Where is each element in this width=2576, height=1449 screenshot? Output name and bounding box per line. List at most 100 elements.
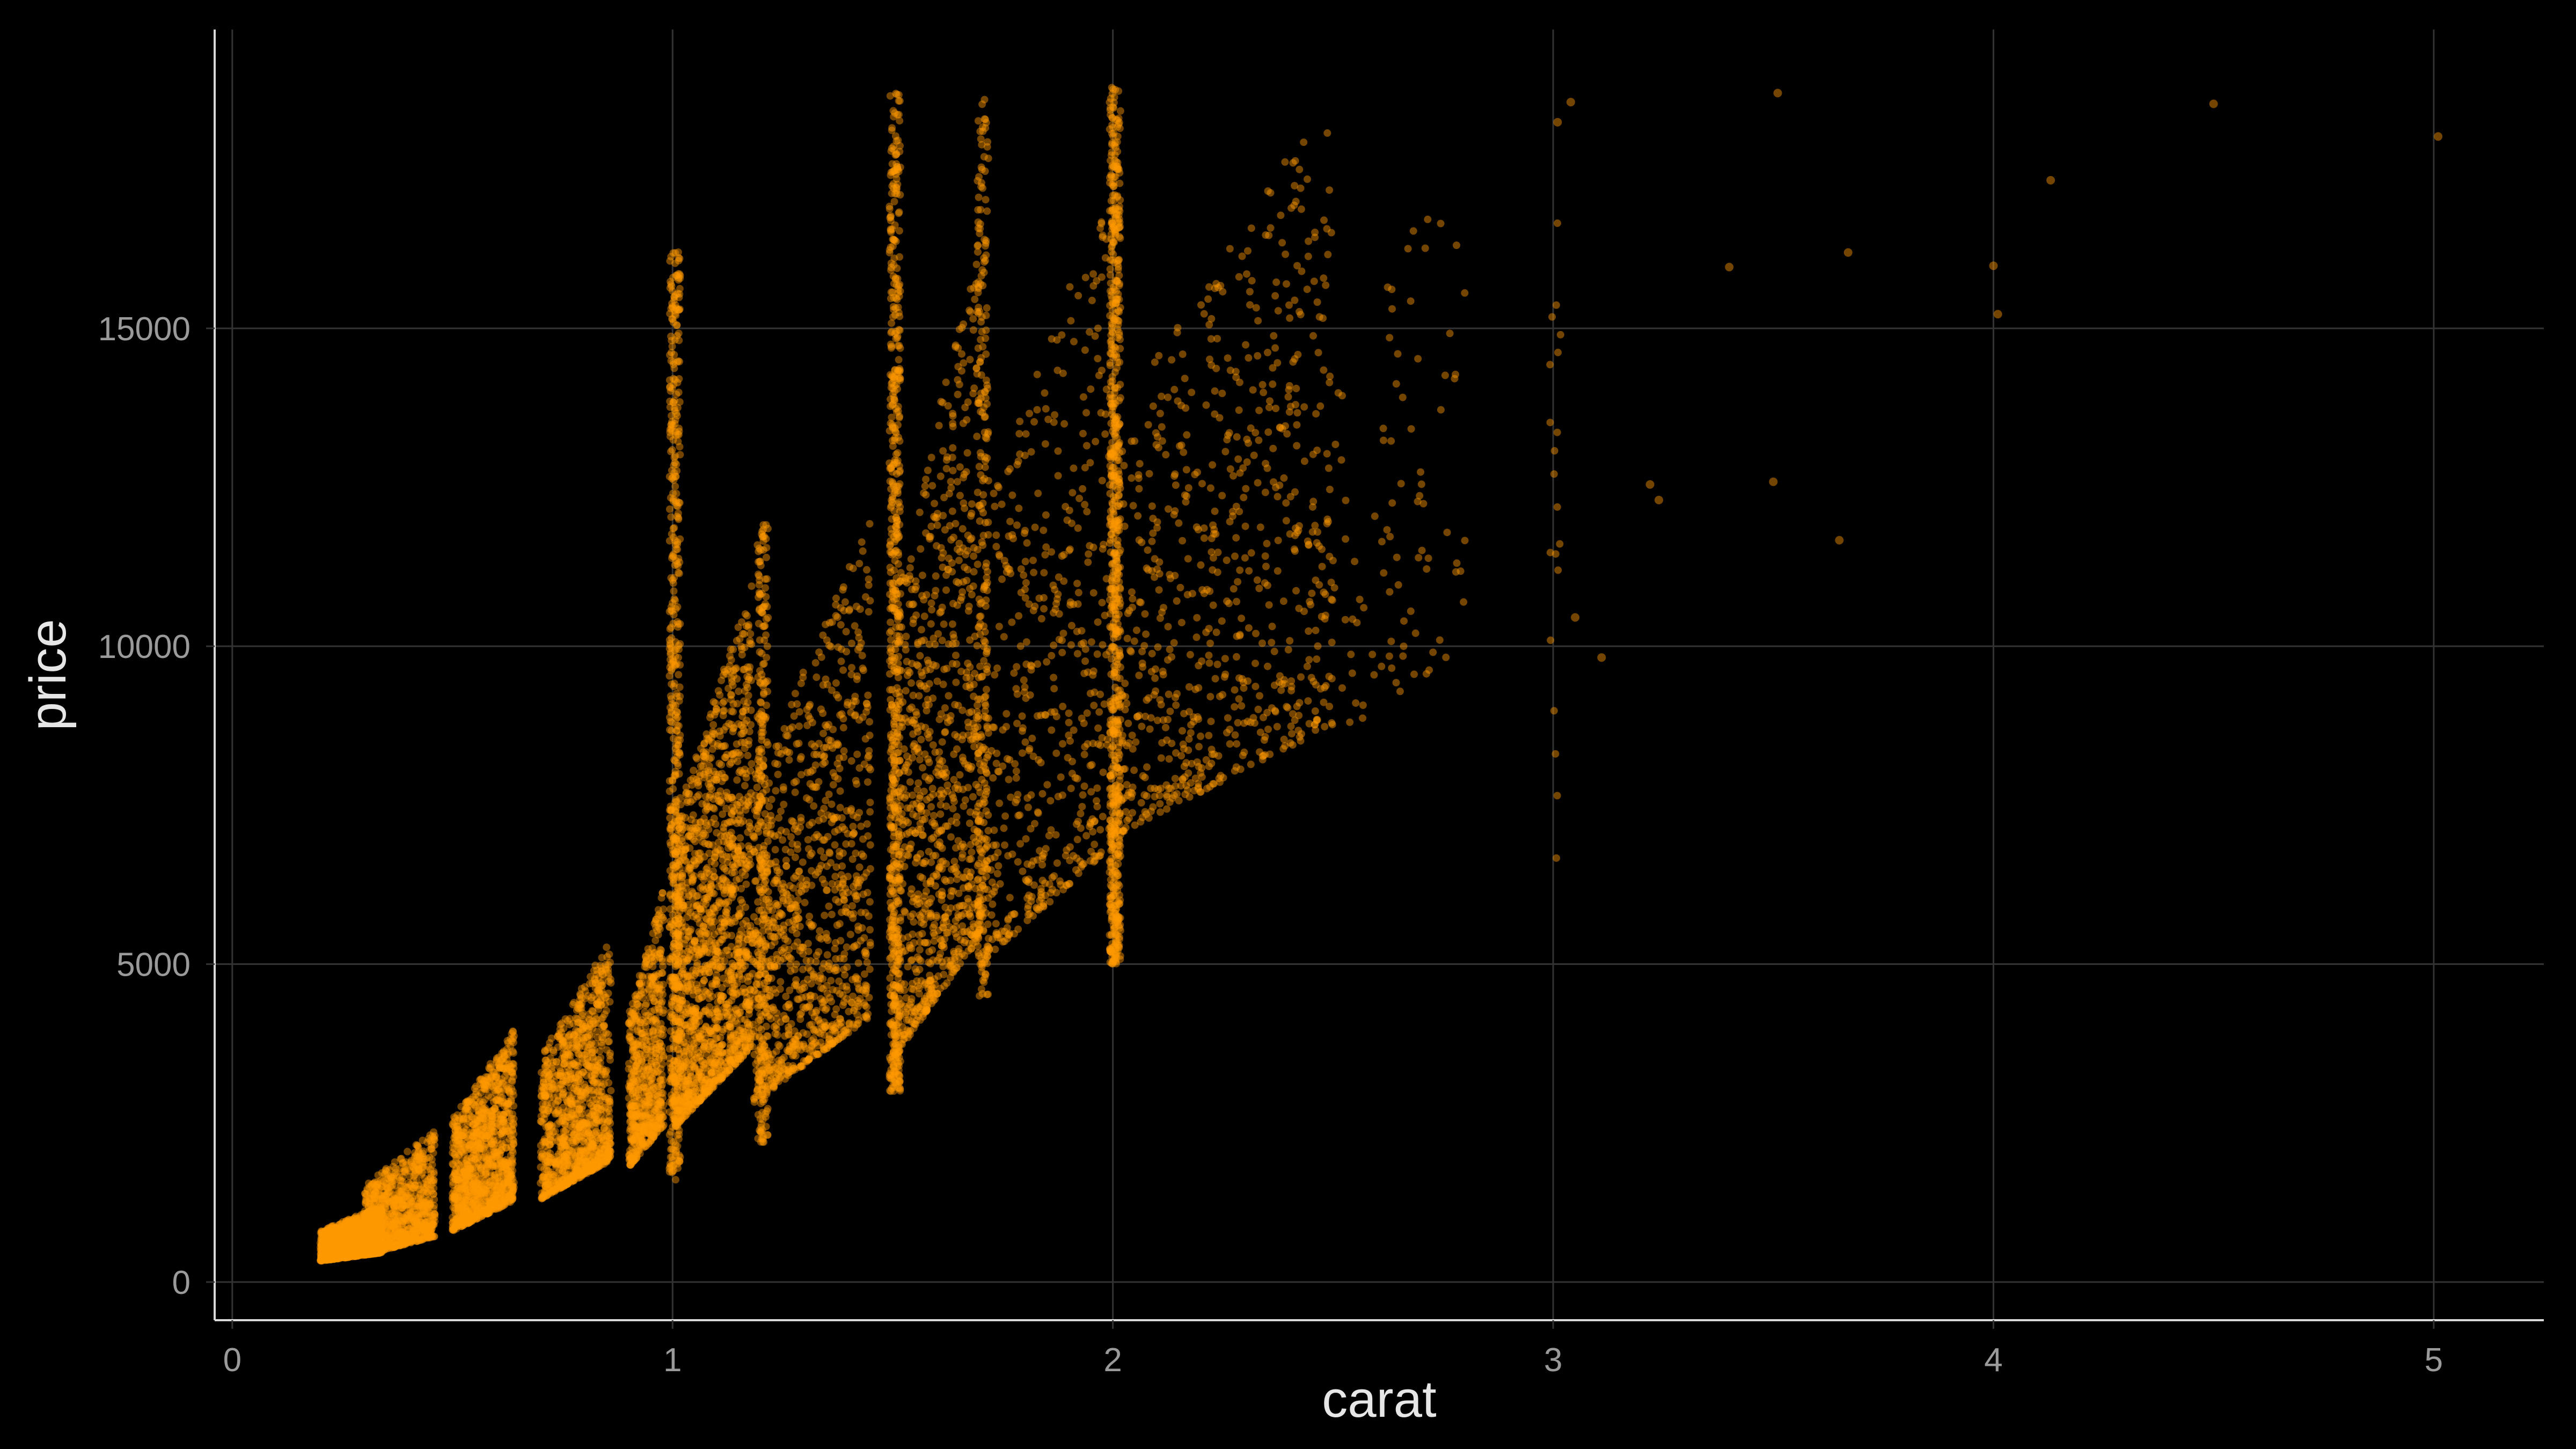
data-point-489 <box>343 1219 352 1227</box>
data-point-369 <box>338 1223 345 1231</box>
data-point-365 <box>323 1251 331 1259</box>
data-point-4168 <box>597 1110 605 1118</box>
data-point-453 <box>342 1217 350 1225</box>
data-point-436 <box>358 1246 367 1254</box>
data-point-419 <box>358 1249 366 1257</box>
data-point-425 <box>330 1225 338 1233</box>
data-point-19 <box>378 1232 386 1240</box>
data-point-496 <box>345 1231 353 1239</box>
data-point-4250 <box>550 1159 558 1167</box>
data-point-487 <box>375 1204 383 1212</box>
data-point-325 <box>345 1245 353 1253</box>
data-point-512 <box>352 1220 360 1228</box>
data-point-37 <box>323 1252 331 1260</box>
data-point-438 <box>353 1240 361 1248</box>
data-point-46 <box>343 1227 352 1235</box>
data-point-4334 <box>567 1094 575 1102</box>
data-point-4377 <box>560 1038 568 1046</box>
data-point-3282 <box>477 1189 485 1197</box>
data-point-548 <box>329 1248 337 1256</box>
data-point-476 <box>356 1247 364 1255</box>
data-point-4265 <box>594 1000 602 1008</box>
data-point-92 <box>375 1228 383 1236</box>
data-point-348 <box>338 1253 346 1261</box>
data-point-3257 <box>507 1116 514 1124</box>
data-point-516 <box>350 1227 358 1235</box>
data-point-306 <box>343 1231 352 1239</box>
data-point-2164 <box>400 1201 407 1209</box>
data-point-318 <box>339 1246 347 1254</box>
data-point-65 <box>351 1233 359 1241</box>
data-point-223 <box>339 1241 347 1249</box>
data-point-124 <box>340 1247 348 1255</box>
data-point-375 <box>327 1239 335 1247</box>
data-point-347 <box>352 1239 360 1247</box>
data-point-391 <box>375 1213 383 1221</box>
data-point-2171 <box>374 1234 382 1242</box>
data-point-513 <box>335 1248 342 1256</box>
data-point-546 <box>321 1227 329 1235</box>
data-point-361 <box>375 1236 383 1245</box>
data-point-225 <box>374 1217 382 1225</box>
data-point-418 <box>336 1241 344 1249</box>
data-point-401 <box>354 1236 362 1245</box>
data-point-4363 <box>539 1084 547 1092</box>
data-point-305 <box>321 1252 330 1260</box>
data-point-7 <box>348 1234 355 1242</box>
data-point-551 <box>357 1250 365 1258</box>
data-point-227 <box>345 1246 353 1254</box>
data-point-4941 <box>641 963 649 971</box>
data-point-4292 <box>541 1093 550 1101</box>
data-point-262 <box>357 1229 365 1236</box>
data-point-352 <box>365 1225 373 1233</box>
data-point-50 <box>323 1247 331 1255</box>
data-point-399 <box>373 1246 381 1254</box>
data-point-2152 <box>367 1235 375 1243</box>
data-point-4220 <box>605 1107 613 1115</box>
data-point-3288 <box>500 1179 508 1187</box>
data-point-547 <box>350 1237 358 1245</box>
data-point-4872 <box>642 952 650 960</box>
data-point-344 <box>362 1240 370 1248</box>
data-point-146 <box>347 1246 355 1254</box>
data-point-91 <box>372 1210 380 1218</box>
data-point-412 <box>371 1241 379 1249</box>
data-point-200 <box>372 1242 380 1250</box>
data-point-439 <box>377 1217 385 1225</box>
data-point-383 <box>358 1247 365 1255</box>
data-point-88 <box>318 1243 326 1251</box>
data-point-4964 <box>649 1016 657 1024</box>
data-point-317 <box>363 1247 370 1255</box>
data-point-4087 <box>592 1015 601 1023</box>
data-point-3122 <box>509 1137 517 1145</box>
data-point-515 <box>334 1241 342 1249</box>
data-point-466 <box>318 1249 326 1257</box>
data-point-4368 <box>539 1173 547 1181</box>
data-point-4283 <box>584 1086 592 1094</box>
data-point-468 <box>369 1250 377 1258</box>
data-point-2184 <box>393 1194 401 1202</box>
data-point-3291 <box>461 1184 469 1192</box>
data-point-321 <box>317 1249 325 1257</box>
data-point-4367 <box>590 991 598 999</box>
data-point-4392 <box>573 1041 581 1049</box>
data-point-4969 <box>626 1161 634 1169</box>
data-point-485 <box>378 1246 386 1254</box>
data-point-3296 <box>504 1039 512 1047</box>
data-point-314 <box>373 1247 381 1255</box>
data-point-268 <box>376 1239 384 1247</box>
data-point-2198 <box>374 1171 382 1179</box>
data-point-3279 <box>491 1104 499 1113</box>
data-point-3263 <box>491 1171 499 1179</box>
data-point-33 <box>342 1248 350 1256</box>
data-point-77 <box>370 1246 378 1254</box>
data-point-3203 <box>509 1148 517 1157</box>
data-point-4985 <box>658 1060 667 1069</box>
data-point-258 <box>373 1243 381 1251</box>
data-point-151 <box>370 1216 378 1224</box>
data-point-4842 <box>653 927 661 934</box>
data-point-156 <box>337 1250 345 1258</box>
data-point-41 <box>338 1251 346 1259</box>
data-point-500 <box>326 1249 333 1257</box>
data-point-297 <box>369 1245 377 1253</box>
